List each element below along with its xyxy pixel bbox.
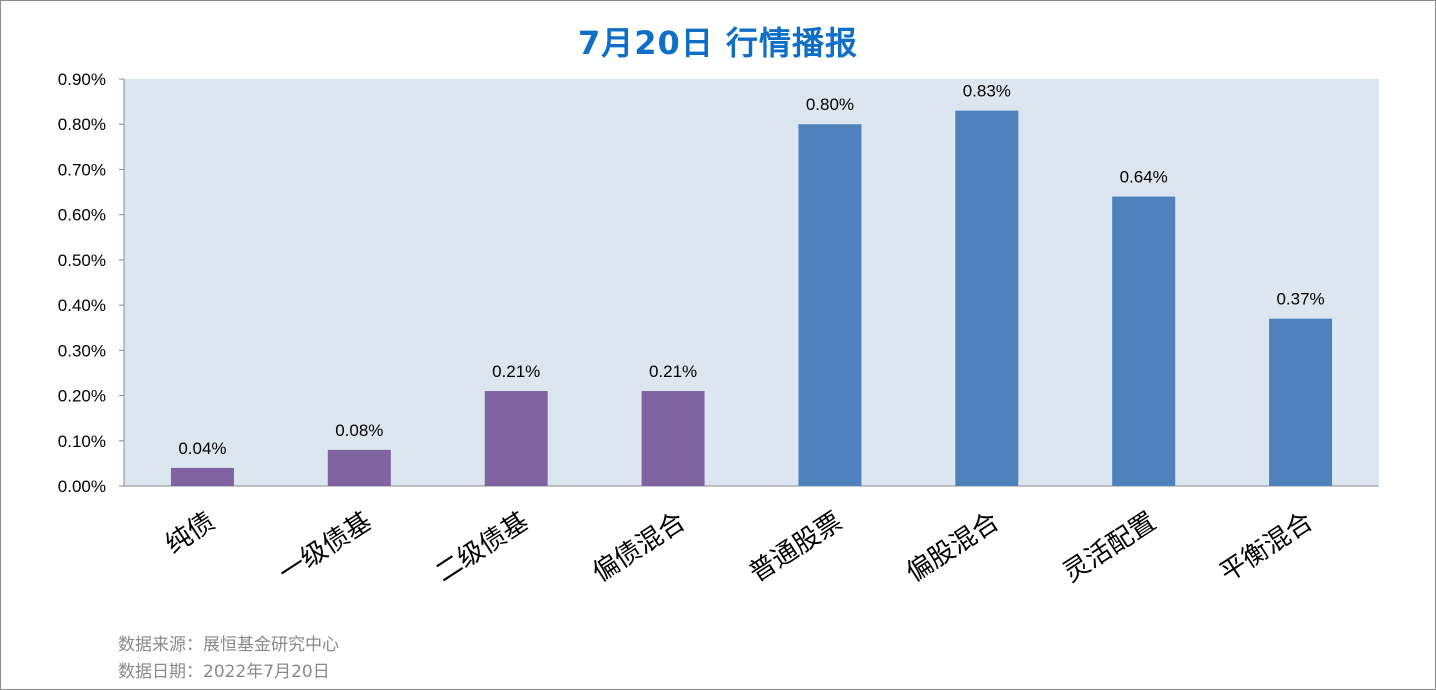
data-label: 0.04%	[178, 439, 226, 458]
y-tick-label: 0.50%	[58, 251, 106, 270]
data-label: 0.08%	[335, 421, 383, 440]
bar	[1269, 318, 1333, 486]
x-category-label: 偏股混合	[901, 507, 1005, 589]
y-tick-label: 0.20%	[58, 387, 106, 406]
x-category-label: 一级债基	[274, 507, 378, 589]
data-label: 0.37%	[1276, 290, 1324, 309]
data-label: 0.64%	[1120, 168, 1168, 187]
y-tick-label: 0.80%	[58, 115, 106, 134]
data-label: 0.83%	[963, 82, 1011, 101]
y-tick-label: 0.70%	[58, 160, 106, 179]
bar	[484, 391, 548, 486]
bar	[955, 110, 1019, 487]
x-category-label: 平衡混合	[1215, 507, 1319, 589]
x-category-label: 二级债基	[430, 507, 534, 589]
y-tick-label: 0.30%	[58, 341, 106, 360]
x-category-label: 偏债混合	[587, 507, 691, 589]
x-category-label: 普通股票	[744, 507, 848, 589]
bar	[170, 467, 234, 486]
bar	[641, 391, 705, 486]
y-tick-label: 0.90%	[58, 70, 106, 89]
bar	[1112, 196, 1176, 487]
data-label: 0.21%	[649, 362, 697, 381]
chart-title: 7月20日 行情播报	[578, 24, 858, 62]
plot-area	[124, 79, 1379, 486]
y-tick-label: 0.60%	[58, 206, 106, 225]
x-category-label: 灵活配置	[1058, 507, 1162, 589]
data-source-note: 数据来源：展恒基金研究中心	[118, 635, 339, 655]
y-tick-label: 0.00%	[58, 477, 106, 496]
y-tick-label: 0.10%	[58, 432, 106, 451]
data-date-note: 数据日期：2022年7月20日	[118, 662, 330, 682]
data-label: 0.21%	[492, 362, 540, 381]
bar	[327, 449, 391, 486]
y-tick-label: 0.40%	[58, 296, 106, 315]
data-label: 0.80%	[806, 95, 854, 114]
bar	[798, 124, 862, 486]
x-category-label: 纯债	[160, 507, 220, 560]
